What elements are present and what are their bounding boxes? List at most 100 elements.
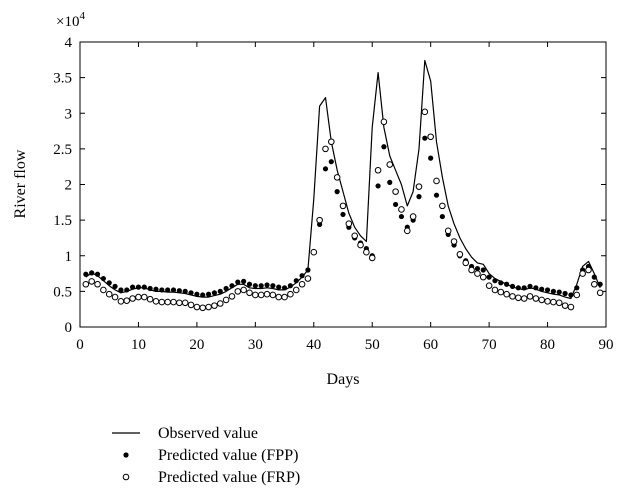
plot-frame — [79, 41, 607, 328]
fpp-point — [83, 271, 89, 277]
fpp-point — [264, 282, 270, 288]
frp-point — [380, 118, 388, 126]
fpp-point — [574, 285, 580, 291]
frp-point — [544, 298, 551, 305]
fpp-point — [188, 290, 194, 296]
y-tick-label: 0.5 — [53, 284, 72, 300]
frp-point — [579, 270, 586, 277]
frp-point — [538, 296, 546, 304]
frp-point — [345, 220, 353, 227]
fpp-point — [393, 201, 399, 208]
frp-point — [398, 206, 405, 213]
fpp-point — [521, 285, 527, 291]
frp-point — [193, 303, 201, 311]
x-tick-label: 0 — [76, 337, 84, 353]
frp-point — [596, 289, 604, 297]
fpp-point — [223, 285, 229, 292]
y-multiplier-label: ×104 — [56, 10, 85, 30]
fpp-point — [299, 273, 305, 279]
x-tick-label: 50 — [365, 337, 380, 353]
fpp-point — [498, 280, 504, 286]
fpp-point — [539, 286, 545, 292]
fpp-point — [527, 283, 533, 289]
y-axis-label: River flow — [12, 149, 29, 218]
frp-point — [450, 238, 458, 245]
frp-point — [351, 232, 358, 240]
y-tick-label: 2.5 — [53, 142, 72, 158]
y-axis: 0 0.5 1 1.5 2 2.5 3 3.5 4 — [53, 35, 606, 336]
frp-point — [298, 280, 306, 288]
fpp-point — [112, 283, 118, 289]
fpp-point — [229, 283, 235, 289]
fpp-point — [106, 280, 112, 286]
frp-point — [497, 288, 505, 296]
y-tick-label: 0 — [65, 320, 73, 336]
frp-point — [322, 145, 329, 153]
frp-point — [392, 188, 399, 195]
observed-value-line — [85, 59, 601, 300]
fpp-point — [550, 288, 557, 294]
x-tick-label: 30 — [248, 337, 263, 353]
fpp-point — [118, 287, 124, 293]
fpp-point — [170, 287, 177, 293]
fpp-point — [480, 267, 486, 273]
frp-point — [228, 293, 236, 300]
fpp-point — [276, 284, 282, 290]
fpp-point — [597, 281, 603, 287]
frp-point — [427, 133, 434, 141]
frp-point — [368, 254, 376, 262]
frp-point — [328, 138, 335, 146]
legend-label-fpp: Predicted value (FPP) — [158, 447, 298, 464]
legend-item-observed: Observed value — [112, 425, 258, 442]
legend-open-dot-swatch — [122, 473, 130, 481]
fpp-point — [258, 283, 264, 289]
frp-point — [129, 295, 136, 302]
fpp-point — [334, 189, 340, 195]
frp-point — [158, 298, 166, 306]
frp-point — [263, 290, 271, 298]
fpp-point — [89, 270, 95, 276]
fpp-point — [568, 292, 574, 298]
frp-point — [491, 286, 499, 294]
legend-item-fpp: Predicted value (FPP) — [123, 447, 298, 464]
y-tick-label: 1 — [65, 249, 73, 265]
frp-point — [573, 291, 581, 299]
fpp-point — [281, 285, 288, 291]
fpp-point — [241, 278, 247, 284]
fpp-point — [509, 283, 516, 289]
fpp-point — [135, 284, 142, 290]
frp-point — [176, 299, 183, 307]
legend-item-frp: Predicted value (FRP) — [122, 469, 300, 486]
frp-point — [111, 293, 119, 301]
fpp-point — [381, 144, 387, 150]
fpp-point — [211, 290, 218, 296]
fpp-point — [504, 281, 510, 287]
fpp-point — [556, 289, 562, 295]
frp-point — [117, 298, 125, 305]
fpp-point — [153, 286, 159, 292]
fpp-point — [205, 291, 212, 297]
y-tick-label: 3.5 — [53, 71, 72, 87]
frp-point — [532, 295, 540, 302]
fpp-point — [486, 274, 492, 280]
frp-point — [275, 293, 283, 301]
frp-point — [415, 183, 423, 190]
frp-point — [216, 300, 224, 307]
fpp-point — [270, 283, 276, 289]
fpp-point — [200, 292, 206, 298]
plot-area — [79, 41, 607, 328]
fpp-point — [293, 278, 299, 284]
fpp-point — [94, 271, 101, 277]
fpp-point — [147, 285, 153, 292]
fpp-point — [182, 288, 188, 294]
y-multiplier-exponent: 4 — [79, 10, 85, 22]
frp-point — [550, 298, 557, 306]
fpp-point — [544, 287, 551, 293]
fpp-point — [328, 159, 334, 165]
frp-point — [123, 297, 131, 304]
fpp-point — [235, 279, 241, 285]
frp-point — [292, 286, 300, 294]
legend-filled-dot-swatch — [123, 452, 129, 458]
x-tick-label: 10 — [131, 337, 146, 353]
